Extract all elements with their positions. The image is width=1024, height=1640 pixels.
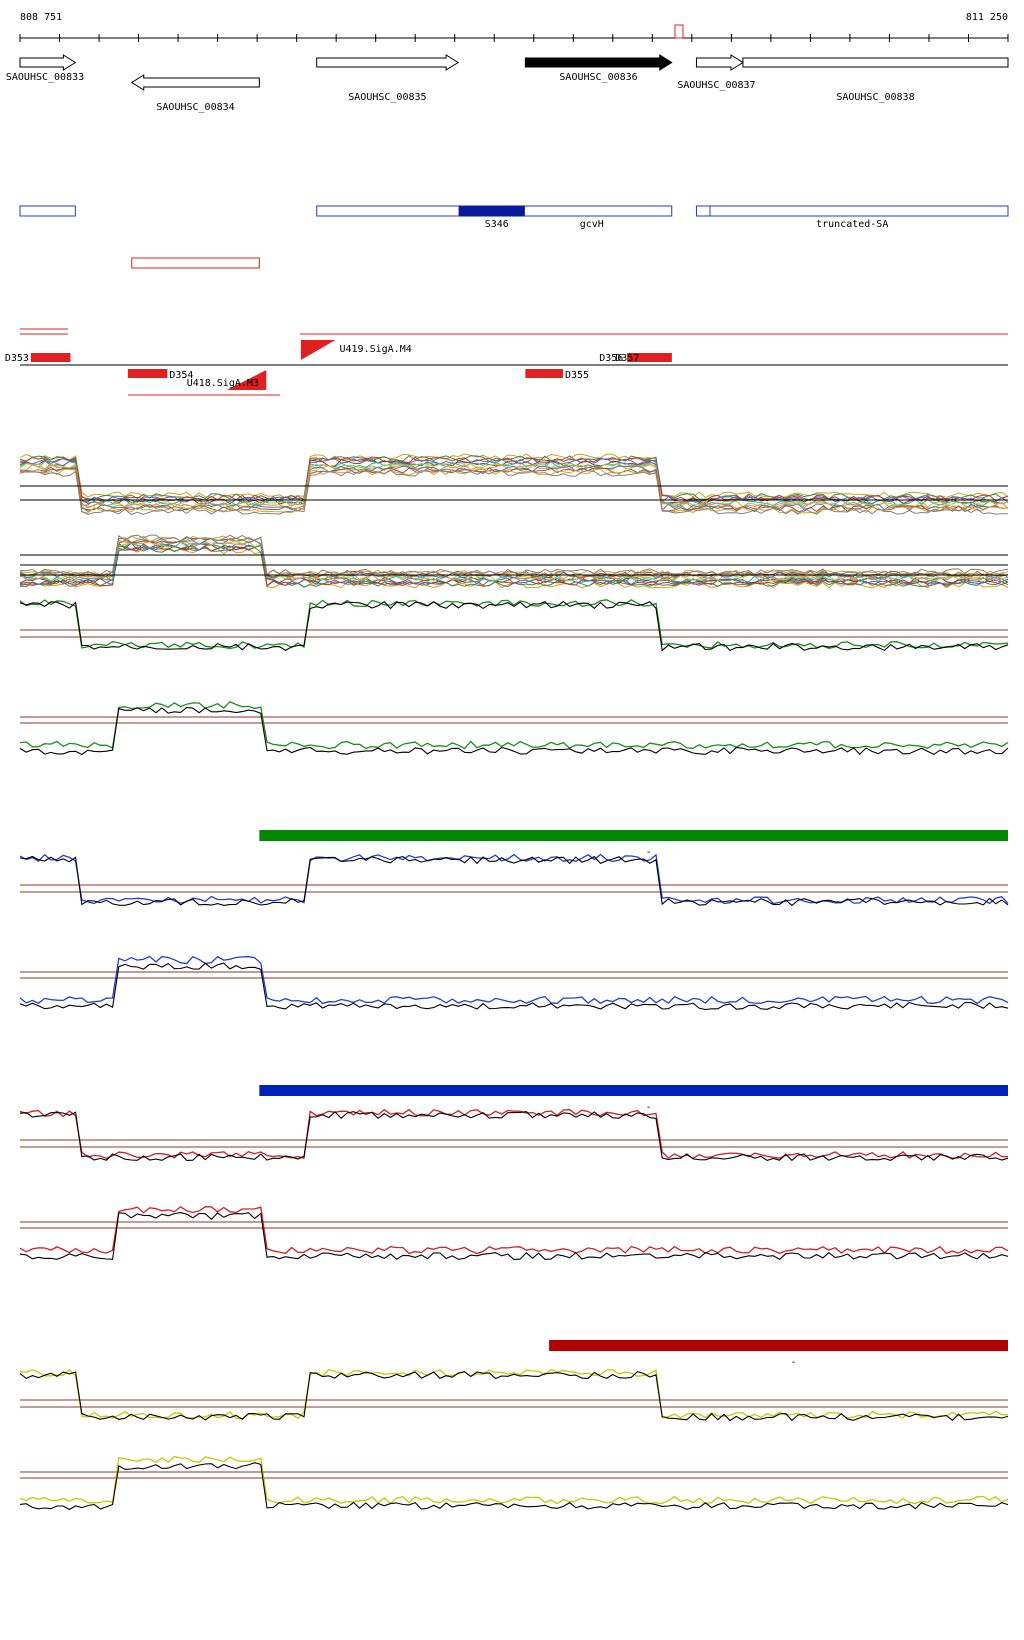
expression-series-line (19, 543, 1009, 585)
condition-profile-a-ref (19, 1370, 1009, 1422)
condition-marker: - (646, 1102, 652, 1113)
expression-series-line (19, 534, 1009, 576)
gene-arrow (316, 54, 460, 71)
condition-profile-b (19, 701, 1009, 750)
expression-series-line (19, 468, 1009, 514)
gene-label: SAOUHSC_00834 (156, 102, 234, 113)
gene-arrow (742, 57, 1009, 68)
expression-tracks: - - - (19, 453, 1009, 1511)
read-block (127, 369, 168, 378)
gene-arrow (695, 54, 744, 71)
feature-box (695, 205, 1009, 217)
read-label: D356 (599, 353, 623, 364)
gene-label: SAOUHSC_00838 (836, 92, 914, 103)
condition-profile-b (19, 1455, 1009, 1505)
condition-bar (259, 830, 1008, 841)
coordinate-ruler: 808 751 811 250 (19, 12, 1009, 42)
condition-profile-a-ref (19, 855, 1009, 907)
promoter-label: U418.SigA.M3 (187, 378, 259, 389)
gene-label: SAOUHSC_00833 (6, 72, 84, 83)
feature-box (458, 205, 525, 217)
expression-series-line (19, 467, 1009, 513)
feature-label: gcvH (580, 219, 604, 230)
feature-label: truncated-SA (816, 219, 888, 230)
condition-marker: - (791, 1357, 797, 1368)
condition-profile-b (19, 1205, 1009, 1255)
read-block (627, 353, 672, 362)
gene-track: SAOUHSC_00833 SAOUHSC_00834 SAOUHSC_00835 S… (6, 54, 1009, 113)
condition-profile-b-ref (19, 706, 1009, 756)
read-label: D357 (615, 353, 639, 364)
feature-box (19, 205, 76, 217)
condition-profile-a-ref (19, 600, 1009, 652)
expression-series-line (19, 461, 1009, 507)
expression-series-line (19, 536, 1009, 578)
expression-series-line (19, 545, 1009, 587)
condition-profile-a-ref (19, 1111, 1009, 1162)
gene-arrow (130, 74, 260, 91)
expression-series-line (19, 469, 1009, 516)
read-label: D353 (5, 353, 29, 364)
ruler-position-marker (674, 24, 684, 39)
condition-bar (549, 1340, 1008, 1351)
condition-profile-b-ref (19, 1212, 1009, 1261)
read-label: D355 (565, 370, 589, 381)
promoter-marker (226, 370, 267, 390)
feature-track: gcvH S346 truncated-SA (19, 205, 1009, 269)
condition-marker: - (646, 847, 652, 858)
condition-profile-a (19, 1108, 1008, 1160)
gene-arrow (524, 54, 673, 71)
condition-profile-a (19, 1368, 1009, 1420)
read-label: D354 (169, 370, 193, 381)
read-block (30, 353, 71, 362)
feature-label: S346 (485, 219, 509, 230)
ruler-end-label: 811 250 (966, 12, 1008, 23)
condition-profile-b-ref (19, 1462, 1009, 1511)
feature-box (131, 257, 260, 269)
condition-profile-a (19, 599, 1009, 650)
expression-series-line (19, 537, 1009, 579)
gene-arrow (19, 54, 77, 71)
read-block (525, 369, 563, 378)
gene-label: SAOUHSC_00835 (348, 92, 426, 103)
expression-series-line (19, 453, 1009, 499)
condition-profile-b (19, 955, 1009, 1005)
promoter-label: U419.SigA.M4 (339, 344, 411, 355)
gene-label: SAOUHSC_00836 (559, 72, 637, 83)
condition-profile-a (19, 853, 1009, 905)
gene-label: SAOUHSC_00837 (677, 80, 755, 91)
condition-bar (259, 1085, 1008, 1096)
promoter-marker (300, 340, 336, 360)
condition-profile-b-ref (19, 962, 1009, 1011)
ruler-start-label: 808 751 (20, 12, 62, 23)
